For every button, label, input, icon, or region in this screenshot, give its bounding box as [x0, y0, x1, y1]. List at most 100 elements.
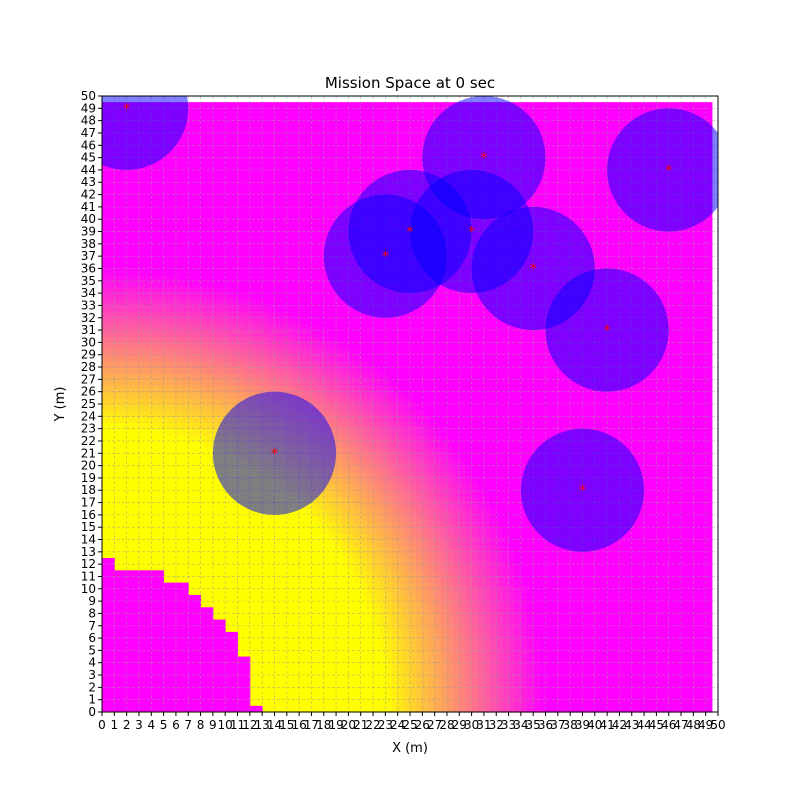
heat-cell — [323, 650, 331, 658]
heat-cell — [336, 132, 343, 140]
heat-cell — [311, 243, 319, 251]
heat-cell — [391, 631, 399, 639]
heat-cell — [219, 268, 226, 276]
heat-cell — [336, 367, 343, 374]
heat-cell — [317, 225, 325, 233]
heat-cell — [108, 243, 115, 251]
heat-cell — [256, 250, 263, 257]
heat-cell — [391, 484, 399, 491]
heat-cell — [182, 367, 189, 374]
heat-cell — [237, 305, 245, 313]
heat-cell — [225, 188, 232, 196]
heat-cell — [175, 323, 183, 331]
heat-cell — [403, 490, 411, 497]
heat-cell — [299, 182, 306, 189]
heat-cell — [108, 502, 115, 510]
heat-cell — [305, 650, 313, 658]
heat-cell — [182, 447, 189, 454]
heat-cell — [274, 638, 282, 645]
heat-cell — [175, 330, 183, 337]
heat-cell — [175, 293, 183, 300]
heat-cell — [292, 286, 300, 294]
heat-cell — [249, 286, 257, 294]
heat-cell — [317, 126, 325, 134]
heat-cell — [212, 527, 220, 534]
heat-cell — [280, 182, 288, 189]
heat-cell — [262, 243, 269, 251]
heat-cell — [188, 194, 195, 202]
heat-cell — [280, 139, 288, 146]
heat-cell — [169, 490, 177, 497]
heat-cell — [157, 539, 165, 547]
heat-cell — [274, 527, 282, 534]
heat-cell — [249, 163, 257, 171]
heat-cell — [305, 317, 313, 325]
heat-cell — [200, 120, 208, 128]
heat-cell — [243, 379, 251, 387]
heat-cell — [323, 145, 331, 153]
heat-cell — [348, 588, 356, 596]
heat-cell — [354, 465, 362, 473]
heat-cell — [317, 662, 325, 670]
heat-cell — [182, 182, 189, 189]
heat-cell — [206, 447, 214, 454]
heat-cell — [305, 397, 313, 405]
heat-cell — [114, 237, 122, 245]
heat-cell — [379, 428, 386, 436]
heat-cell — [360, 545, 368, 553]
heat-cell — [256, 354, 263, 362]
heat-cell — [268, 601, 276, 608]
heat-cell — [354, 650, 362, 658]
heat-cell — [249, 330, 257, 337]
heat-cell — [200, 397, 208, 405]
heat-cell — [169, 367, 177, 374]
heat-cell — [410, 514, 417, 522]
heat-cell — [385, 588, 393, 596]
heat-cell — [360, 336, 368, 343]
heat-cell — [323, 508, 331, 516]
heat-cell — [354, 108, 362, 116]
heat-cell — [292, 644, 300, 651]
heat-cell — [299, 705, 306, 713]
heat-cell — [188, 317, 195, 325]
heat-cell — [329, 582, 337, 590]
heat-cell — [200, 243, 208, 251]
heat-cell — [299, 644, 306, 651]
heat-cell — [391, 379, 399, 387]
heat-cell — [182, 139, 189, 146]
heat-cell — [342, 662, 349, 670]
heat-cell — [256, 576, 263, 584]
heat-cell — [317, 280, 325, 288]
heat-cell — [292, 576, 300, 584]
heat-cell — [373, 453, 380, 461]
heat-cell — [336, 206, 343, 214]
heat-cell — [249, 564, 257, 571]
heat-cell — [336, 625, 343, 633]
heat-cell — [120, 330, 128, 337]
heat-cell — [145, 545, 152, 553]
heat-cell — [403, 157, 411, 165]
heat-cell — [151, 231, 159, 239]
heat-cell — [182, 422, 189, 430]
heat-cell — [373, 613, 380, 621]
heat-cell — [397, 336, 405, 343]
heat-cell — [219, 496, 226, 504]
heat-cell — [169, 379, 177, 387]
heat-cell — [274, 176, 282, 183]
heat-cell — [280, 132, 288, 140]
heat-cell — [280, 169, 288, 177]
heat-cell — [225, 102, 232, 109]
heat-cell — [305, 348, 313, 356]
heat-cell — [379, 484, 386, 491]
heat-cell — [305, 514, 313, 522]
heat-cell — [342, 601, 349, 608]
heat-cell — [225, 163, 232, 171]
heat-cell — [212, 385, 220, 393]
heat-cell — [299, 508, 306, 516]
heat-cell — [108, 527, 115, 534]
heat-cell — [102, 373, 109, 380]
heat-cell — [175, 360, 183, 368]
heat-cell — [397, 681, 405, 688]
heat-cell — [403, 675, 411, 682]
heat-cell — [305, 157, 313, 165]
